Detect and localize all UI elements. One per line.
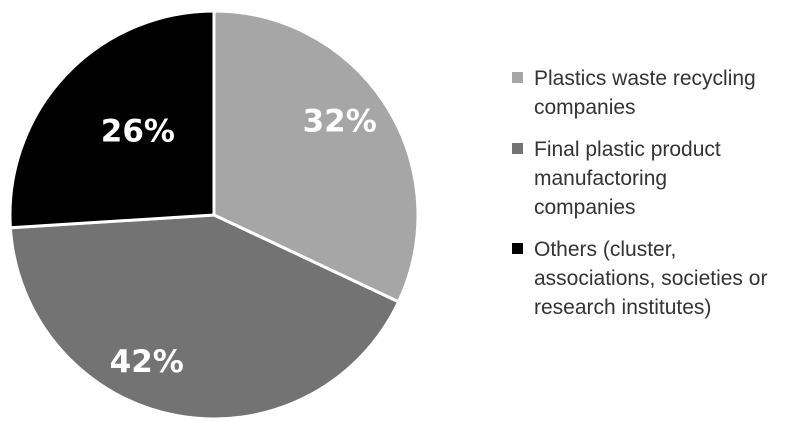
- pie-slice-labels: 32% 42% 26%: [101, 103, 377, 379]
- legend: Plastics waste recycling companies Final…: [512, 64, 792, 335]
- legend-label-others-line-3: research institutes): [534, 296, 712, 319]
- pie-slice-others: [8, 9, 216, 230]
- legend-label-manufacturing-line-3: companies: [534, 196, 636, 219]
- legend-label-manufacturing-line-2: manufactoring: [534, 167, 668, 190]
- legend-swatch-recycling: [512, 72, 523, 83]
- legend-label-others-line-2: associations, societies or: [534, 267, 768, 290]
- pie-slice-recycling: [212, 9, 420, 304]
- pie-label-others: 26%: [101, 113, 175, 149]
- pie-label-manufacturing: 42%: [110, 344, 184, 380]
- legend-item-others: Others (cluster, associations, societies…: [512, 235, 792, 322]
- legend-swatch-others: [512, 243, 523, 254]
- legend-swatch-manufacturing: [512, 143, 523, 154]
- pie-label-recycling: 32%: [303, 103, 377, 139]
- legend-label-recycling-line-2: companies: [534, 96, 636, 119]
- legend-label-others-line-1: Others (cluster,: [534, 238, 677, 261]
- legend-item-recycling: Plastics waste recycling companies: [512, 64, 792, 122]
- legend-label-recycling-line-1: Plastics waste recycling: [534, 67, 756, 90]
- legend-item-manufacturing: Final plastic product manufactoring comp…: [512, 135, 792, 222]
- pie-slice-manufacturing: [8, 213, 401, 421]
- pie-slices: [8, 9, 420, 421]
- pie-plot-area: 32% 42% 26%: [8, 9, 420, 421]
- legend-label-manufacturing-line-1: Final plastic product: [534, 138, 721, 161]
